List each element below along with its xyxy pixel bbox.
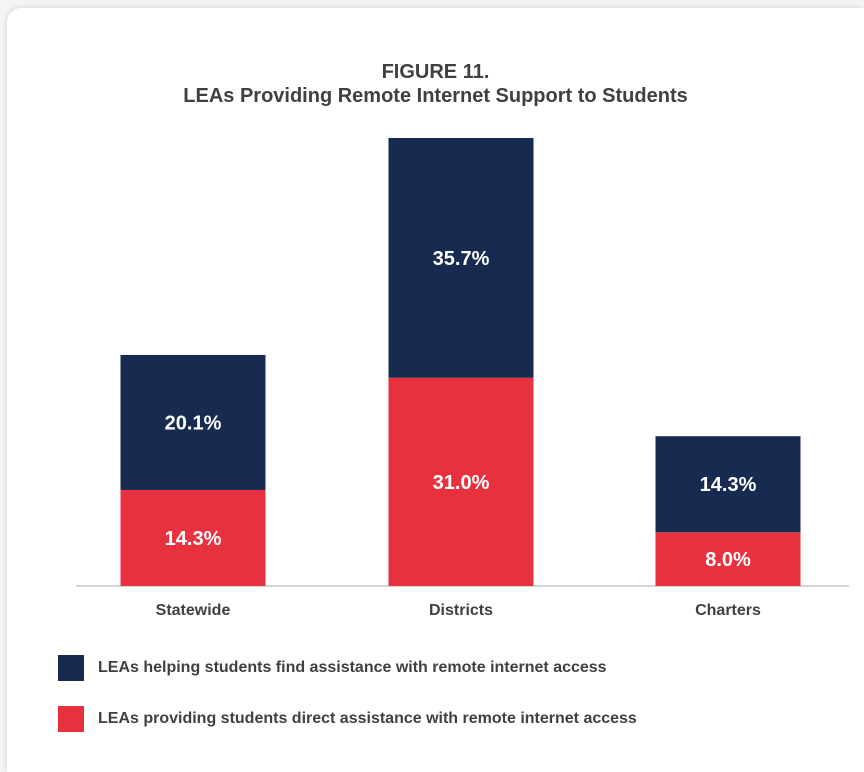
x-tick-label: Charters — [695, 602, 761, 619]
data-label: 14.3% — [700, 474, 757, 496]
bar-segment-charters-find — [655, 436, 801, 533]
legend-swatch-red — [58, 706, 84, 732]
data-label: 8.0% — [705, 549, 751, 571]
bar-segment-districts-direct — [388, 377, 534, 586]
data-label: 20.1% — [165, 412, 222, 434]
legend-label: LEAs providing students direct assistanc… — [98, 710, 637, 727]
chart-subtitle: LEAs Providing Remote Internet Support t… — [183, 85, 688, 107]
legend-swatch-navy — [58, 655, 84, 681]
stacked-bar-chart: 14.3% 20.1% Statewide 31.0% 35.7% Districts 8.… — [76, 138, 849, 619]
bar-segment-statewide-find — [120, 354, 266, 490]
legend-label: LEAs helping students find assistance wi… — [98, 659, 607, 676]
data-label: 14.3% — [165, 528, 222, 550]
x-tick-label: Districts — [429, 602, 493, 619]
data-label: 31.0% — [433, 472, 490, 494]
bar-segment-statewide-direct — [120, 489, 266, 586]
x-tick-label: Statewide — [156, 602, 231, 619]
bar-segment-charters-direct — [655, 532, 801, 586]
chart-title-block: FIGURE 11. LEAs Providing Remote Interne… — [7, 60, 864, 108]
data-label: 35.7% — [433, 248, 490, 270]
bar-segment-districts-find — [388, 138, 534, 378]
chart-title: FIGURE 11. — [381, 61, 490, 83]
